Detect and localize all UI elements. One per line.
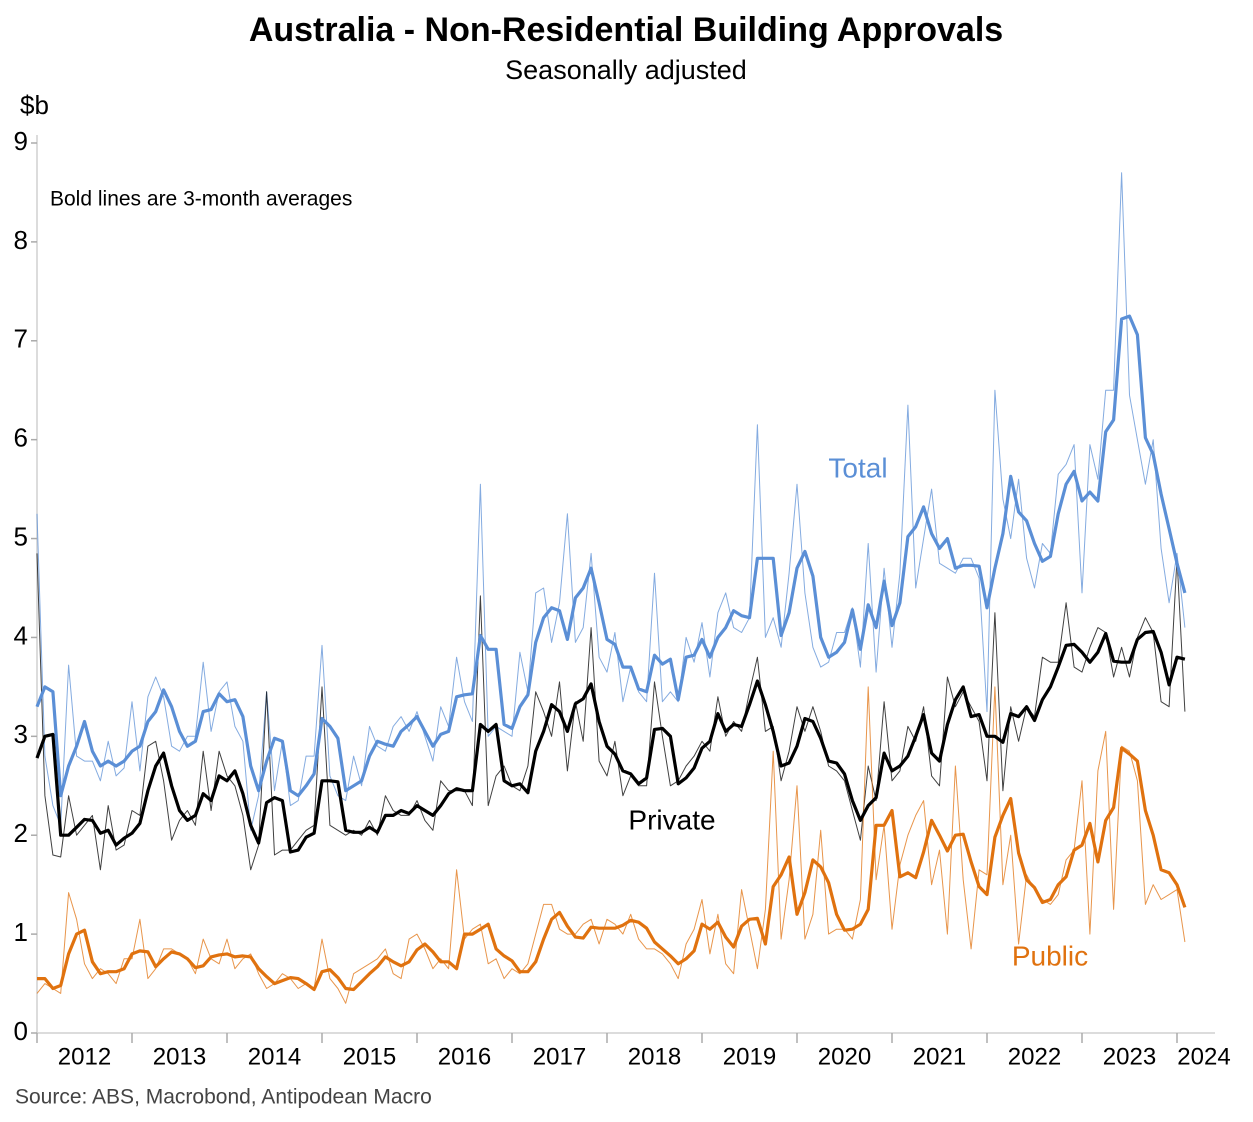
- y-tick-label: 0: [14, 1016, 28, 1046]
- raw-line: [36, 172, 1186, 831]
- x-tick-label: 2016: [438, 1043, 491, 1070]
- x-tick-label: 2020: [818, 1043, 871, 1070]
- x-tick-label: 2022: [1008, 1043, 1061, 1070]
- raw-line: [36, 686, 1186, 1004]
- average-line: [37, 746, 1187, 992]
- annotation: Bold lines are 3-month averages: [50, 188, 352, 211]
- x-tick-label: 2012: [58, 1043, 111, 1070]
- x-tick-label: 2014: [248, 1043, 301, 1070]
- y-tick-label: 6: [14, 423, 28, 453]
- x-tick-label: 2017: [533, 1043, 586, 1070]
- x-tick-label: 2021: [913, 1043, 966, 1070]
- y-tick-label: 9: [14, 126, 28, 156]
- y-tick-label: 1: [14, 917, 28, 947]
- x-tick-label: 2018: [628, 1043, 681, 1070]
- average-line: [35, 629, 1186, 854]
- x-tick-label: 2023: [1103, 1043, 1156, 1070]
- chart-subtitle: Seasonally adjusted: [505, 55, 747, 85]
- x-tick-label: 2024: [1177, 1043, 1230, 1070]
- average-line: [35, 314, 1187, 798]
- y-tick-label: 2: [14, 818, 28, 848]
- source: Source: ABS, Macrobond, Antipodean Macro: [15, 1086, 432, 1109]
- series-label: Total: [828, 452, 887, 483]
- y-tick-label: 5: [14, 521, 28, 551]
- series-label: Private: [628, 804, 715, 835]
- x-tick-label: 2013: [153, 1043, 206, 1070]
- y-tick-label: 7: [14, 324, 28, 354]
- y-tick-label: 3: [14, 719, 28, 749]
- y-tick-label: 8: [14, 225, 28, 255]
- series-label: Public: [1012, 940, 1088, 971]
- y-tick-label: 4: [14, 620, 28, 650]
- chart-title: Australia - Non-Residential Building App…: [249, 11, 1003, 49]
- x-tick-label: 2015: [343, 1043, 396, 1070]
- x-tick-label: 2019: [723, 1043, 776, 1070]
- y-axis-label: $b: [20, 90, 49, 120]
